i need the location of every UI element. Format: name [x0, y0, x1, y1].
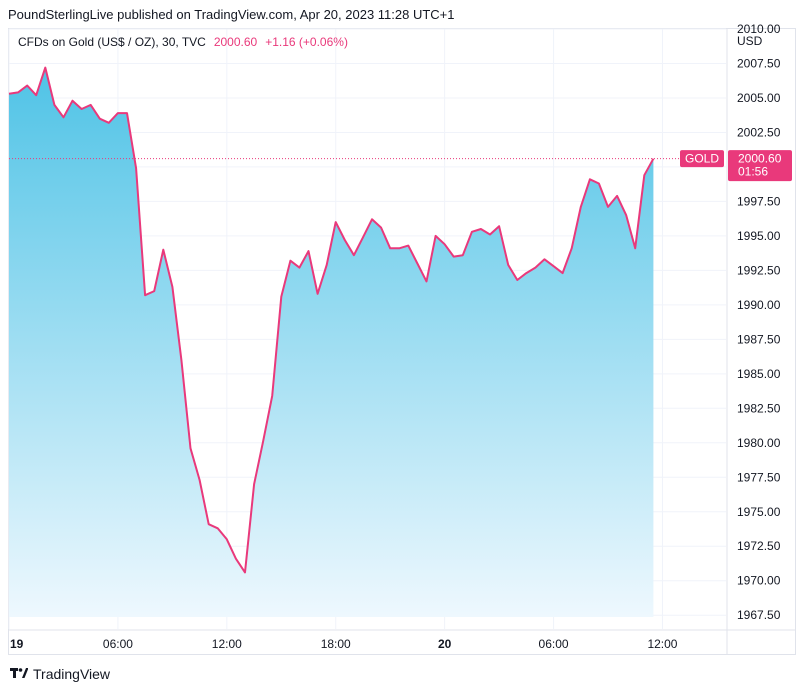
y-tick-label: 1972.50 [737, 539, 781, 553]
x-tick-label: 06:00 [539, 637, 569, 651]
time-axis[interactable]: 19 06:00 12:00 18:00 20 06:00 12:00 [10, 637, 678, 651]
y-tick-label: 1987.50 [737, 332, 781, 346]
y-tick-label: 1980.00 [737, 436, 781, 450]
footer-brand[interactable]: TradingView [10, 666, 110, 682]
x-tick-label: 18:00 [321, 637, 351, 651]
x-tick-label: 20 [438, 637, 452, 651]
legend-change: +1.16 (+0.06%) [265, 35, 348, 49]
x-tick-label: 12:00 [647, 637, 677, 651]
y-tick-label: 1995.00 [737, 229, 781, 243]
last-price-badge: 2000.60 01:56 [728, 150, 792, 182]
y-tick-label: 1990.00 [737, 298, 781, 312]
y-tick-label: 2007.50 [737, 56, 781, 70]
y-tick-label: 1992.50 [737, 263, 781, 277]
price-axis[interactable]: 1967.50 1970.00 1972.50 1975.00 1977.50 1980.… [737, 22, 781, 622]
x-tick-label: 12:00 [212, 637, 242, 651]
y-tick-label: 2005.00 [737, 91, 781, 105]
y-tick-label: 1970.00 [737, 574, 781, 588]
tradingview-logo-icon [10, 668, 28, 678]
legend-price: 2000.60 [213, 35, 258, 49]
x-tick-label: 06:00 [103, 637, 133, 651]
footer-brand-name: TradingView [33, 666, 111, 682]
legend-symbol: CFDs on Gold (US$ / OZ), 30, TVC [18, 35, 206, 49]
publisher-line: PoundSterlingLive published on TradingVi… [8, 7, 455, 22]
series-name-tag: GOLD [680, 150, 724, 168]
y-tick-label: 2002.50 [737, 125, 781, 139]
price-area [9, 67, 654, 618]
series-name-tag-text: GOLD [685, 152, 719, 166]
y-tick-label: 1997.50 [737, 194, 781, 208]
chart-legend[interactable]: CFDs on Gold (US$ / OZ), 30, TVC 2000.60… [18, 35, 348, 49]
y-tick-label: 1975.00 [737, 505, 781, 519]
y-tick-label: 1977.50 [737, 470, 781, 484]
bar-countdown-text: 01:56 [738, 165, 768, 179]
price-line [8, 66, 655, 574]
y-tick-label: 1985.00 [737, 367, 781, 381]
x-tick-label: 19 [10, 637, 24, 651]
currency-label: USD [737, 34, 763, 48]
y-tick-label: 2010.00 [737, 22, 781, 36]
y-tick-label: 1967.50 [737, 608, 781, 622]
last-price-text: 2000.60 [738, 152, 782, 166]
y-tick-label: 1982.50 [737, 401, 781, 415]
